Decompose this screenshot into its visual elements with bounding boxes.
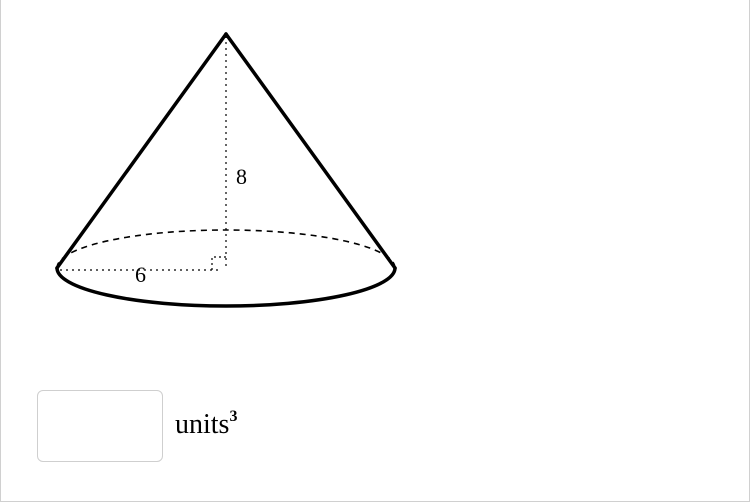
height-label: 8 [236, 164, 247, 190]
units-text: units [175, 409, 229, 440]
cone-diagram: 8 6 [46, 30, 406, 330]
right-angle-icon [212, 257, 226, 270]
answer-input[interactable] [37, 390, 163, 462]
units-label: units3 [175, 409, 237, 441]
answer-row: units3 [37, 390, 237, 462]
radius-label: 6 [135, 262, 146, 288]
slant-left [57, 34, 226, 268]
cone-svg [46, 30, 406, 330]
slant-right [226, 34, 395, 268]
units-exponent: 3 [229, 408, 237, 425]
base-ellipse-front [57, 268, 395, 306]
